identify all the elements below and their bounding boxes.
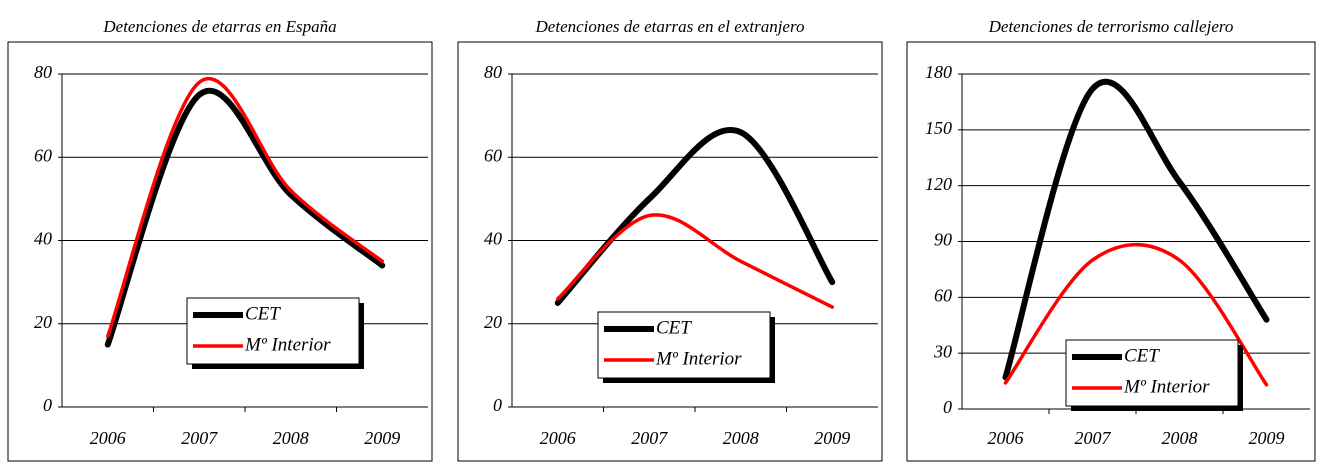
- chart-title: Detenciones de etarras en el extranjero: [535, 17, 805, 36]
- y-tick-label: 180: [925, 62, 952, 82]
- y-tick-label: 0: [493, 395, 502, 415]
- legend-label: CET: [245, 303, 281, 324]
- y-tick-label: 120: [925, 174, 952, 194]
- y-tick-label: 150: [925, 118, 952, 138]
- series-line: [106, 77, 384, 338]
- series-line: [1003, 243, 1269, 387]
- legend-label: Mº Interior: [244, 334, 331, 355]
- y-tick-label: 30: [933, 341, 952, 361]
- x-tick-label: 2007: [181, 428, 218, 448]
- legend-label: CET: [656, 317, 692, 338]
- chart-title: Detenciones de etarras en España: [102, 17, 336, 36]
- x-tick-label: 2008: [273, 428, 309, 448]
- y-tick-label: 80: [34, 62, 52, 82]
- legend: [186, 297, 360, 365]
- y-tick-label: 20: [484, 312, 502, 332]
- y-tick-label: 40: [484, 229, 502, 249]
- legend: [1065, 339, 1239, 407]
- x-tick-label: 2008: [723, 428, 759, 448]
- x-tick-label: 2006: [90, 428, 126, 448]
- chart-frame: [457, 41, 883, 462]
- series-line: [104, 87, 386, 348]
- chart-frame: [906, 41, 1316, 462]
- x-tick-label: 2007: [1075, 428, 1112, 448]
- y-tick-label: 0: [943, 397, 952, 417]
- y-tick-label: 60: [934, 285, 952, 305]
- y-tick-label: 60: [484, 145, 502, 165]
- y-tick-label: 90: [934, 230, 952, 250]
- x-tick-label: 2009: [1249, 428, 1285, 448]
- y-tick-label: 40: [34, 229, 52, 249]
- legend-label: Mº Interior: [655, 348, 742, 369]
- y-tick-label: 80: [484, 62, 502, 82]
- x-tick-label: 2006: [988, 428, 1024, 448]
- x-tick-label: 2007: [631, 428, 668, 448]
- x-tick-label: 2006: [540, 428, 576, 448]
- chart-title: Detenciones de terrorismo callejero: [988, 17, 1234, 36]
- x-tick-label: 2009: [364, 428, 400, 448]
- series-line: [556, 213, 834, 309]
- legend-label: Mº Interior: [1123, 376, 1210, 397]
- y-tick-label: 60: [34, 145, 52, 165]
- series-line: [1002, 78, 1270, 381]
- x-tick-label: 2008: [1162, 428, 1198, 448]
- x-tick-label: 2009: [814, 428, 850, 448]
- y-tick-label: 0: [43, 395, 52, 415]
- series-line: [554, 127, 836, 306]
- chart-frame: [7, 41, 433, 462]
- legend-label: CET: [1124, 345, 1160, 366]
- y-tick-label: 20: [34, 312, 52, 332]
- legend: [597, 311, 771, 379]
